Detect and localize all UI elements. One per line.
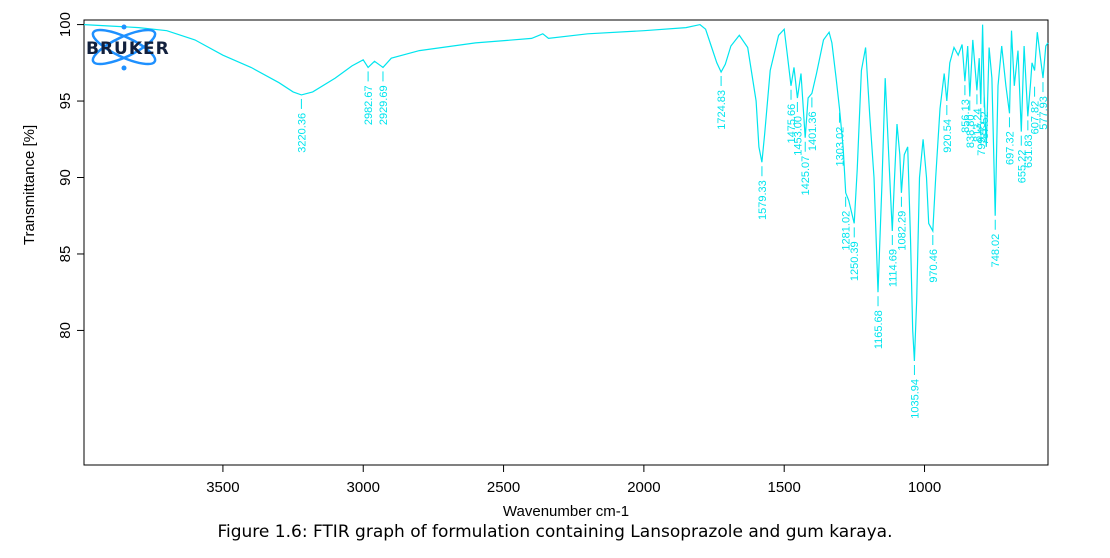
logo-text: BRUKER <box>86 39 170 59</box>
y-axis-title: Transmittance [%] <box>21 125 38 245</box>
peak-label: 1035.94 <box>909 379 921 419</box>
ftir-chart: 3500 3000 2500 2000 1500 1000 80 85 90 95 100 Wav… <box>21 12 1050 520</box>
peak-label: 1475.66 <box>786 104 798 144</box>
peak-label: 1453.00 <box>792 116 804 156</box>
peak-label: 1165.68 <box>873 310 885 349</box>
peak-label: 838.80 <box>965 114 977 148</box>
x-tick-label: 1000 <box>908 479 941 496</box>
logo-orbit-1 <box>91 28 157 66</box>
x-axis: 3500 3000 2500 2000 1500 1000 <box>206 465 941 496</box>
peak-label: 748.02 <box>990 234 1002 268</box>
y-tick-label: 85 <box>57 246 74 263</box>
peak-label: 1724.83 <box>716 90 728 130</box>
peak-label: 1281.02 <box>841 211 853 251</box>
peak-label: 655.22 <box>1016 150 1028 184</box>
peak-label: 1082.29 <box>896 211 908 251</box>
peak-label: 631.83 <box>1023 134 1035 168</box>
peak-label: 1579.33 <box>757 180 769 220</box>
y-tick-label: 100 <box>57 12 74 37</box>
y-tick-label: 95 <box>57 93 74 110</box>
peak-label: 607.82 <box>1030 101 1042 135</box>
spectrum-line <box>83 23 1049 362</box>
peak-label: 1303.02 <box>834 127 846 167</box>
y-tick-label: 90 <box>57 169 74 186</box>
peak-label: 856.13 <box>960 99 972 133</box>
peak-label: 1425.07 <box>800 156 812 196</box>
peak-label: 2982.67 <box>363 85 375 125</box>
x-axis-title: Wavenumber cm-1 <box>503 503 629 520</box>
peak-label: 1250.39 <box>849 241 861 281</box>
peak-label: 1114.69 <box>887 249 899 287</box>
y-axis: 80 85 90 95 100 <box>57 12 84 339</box>
peak-label: 2929.69 <box>378 85 390 125</box>
plot-frame <box>83 19 1049 466</box>
x-tick-label: 3000 <box>347 479 380 496</box>
logo-dot-top <box>121 24 127 30</box>
peak-label: 697.32 <box>1004 131 1016 165</box>
peak-label: 920.54 <box>942 119 954 153</box>
x-tick-label: 1500 <box>768 479 801 496</box>
peak-label: 970.46 <box>928 249 940 283</box>
x-tick-label: 3500 <box>206 479 239 496</box>
y-tick-label: 80 <box>57 322 74 339</box>
peak-label: 3220.36 <box>296 113 308 153</box>
logo-dot-bottom <box>121 65 127 71</box>
bruker-logo: BRUKER <box>86 24 170 71</box>
peak-label: 1401.36 <box>807 111 819 151</box>
peak-annotations: 3220.36 2982.67 2929.69 1724.83 1579.33 1475.… <box>296 71 1050 419</box>
figure-caption: Figure 1.6: FTIR graph of formulation co… <box>217 522 893 542</box>
peak-label: 799.45 <box>976 122 988 156</box>
x-tick-label: 2000 <box>627 479 660 496</box>
peak-label: 577.93 <box>1038 96 1050 130</box>
x-tick-label: 2500 <box>487 479 520 496</box>
logo-orbit-2 <box>91 28 157 66</box>
